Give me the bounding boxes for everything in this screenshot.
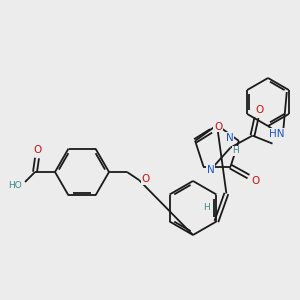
Text: O: O bbox=[251, 176, 260, 186]
Text: O: O bbox=[142, 174, 150, 184]
Text: N: N bbox=[226, 133, 234, 143]
Text: O: O bbox=[214, 122, 222, 132]
Text: HO: HO bbox=[8, 181, 22, 190]
Text: O: O bbox=[255, 105, 264, 115]
Text: N: N bbox=[207, 165, 214, 175]
Text: HN: HN bbox=[269, 129, 284, 139]
Text: H: H bbox=[232, 146, 239, 155]
Text: O: O bbox=[33, 145, 41, 155]
Text: H: H bbox=[203, 203, 210, 212]
